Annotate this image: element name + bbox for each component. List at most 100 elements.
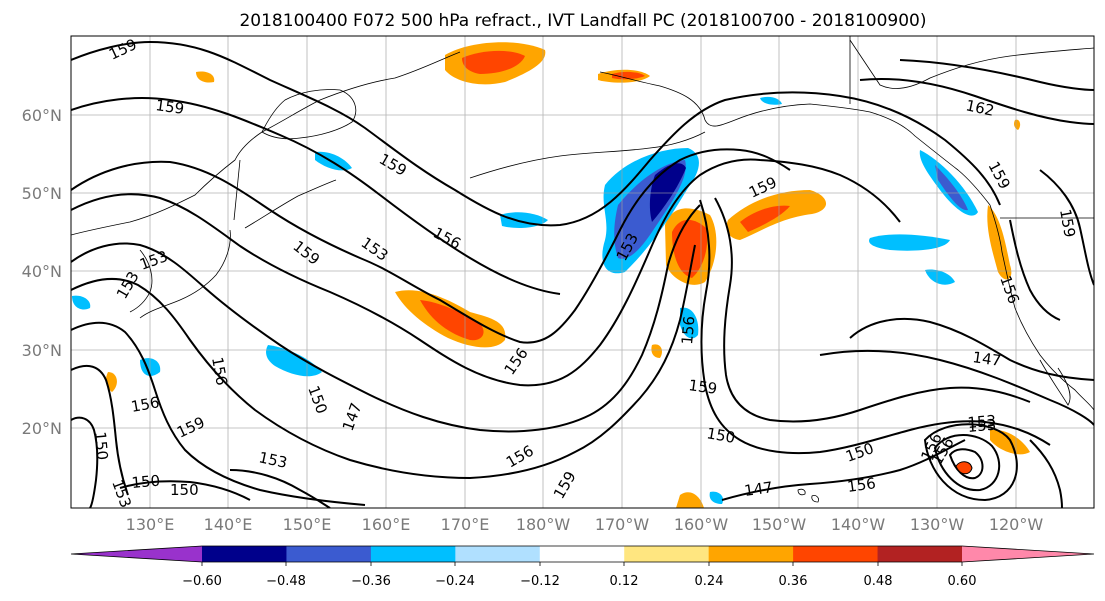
contour-line — [1009, 219, 1061, 321]
lat-label: 60°N — [22, 106, 62, 125]
colorbar-tick-label: 0.36 — [779, 574, 808, 589]
contour-lines — [71, 40, 1094, 508]
warm-patch — [196, 71, 215, 83]
contour-label: 153 — [257, 448, 289, 472]
contour-line — [933, 434, 1001, 492]
lon-axis: 130°E 140°E 150°E 160°E 170°E 180°W 170°… — [126, 515, 1044, 534]
contour-line — [71, 364, 129, 496]
contour-label: 162 — [964, 96, 996, 120]
colorbar-segment — [708, 546, 794, 562]
colorbar-tick-label: −0.36 — [351, 574, 391, 589]
contour-label: 156 — [130, 393, 161, 416]
contour-line — [71, 148, 791, 344]
contour-label: 147 — [971, 348, 1002, 370]
cool-patch — [709, 491, 724, 504]
colorbar-segment — [624, 546, 710, 562]
contour-label: 150 — [131, 472, 161, 492]
colorbar-tick-label: −0.48 — [266, 574, 306, 589]
coast-sakhalin — [233, 159, 241, 221]
colorbar-tick-label: 0.60 — [948, 574, 977, 589]
colorbar-extend-low — [71, 546, 202, 562]
colorbar-tick-label: 0.12 — [610, 574, 639, 589]
cool-patch — [266, 345, 322, 377]
map-frame — [70, 35, 1095, 509]
contour-line — [899, 59, 1094, 91]
contour-label: 147 — [743, 478, 774, 500]
lon-label: 130°W — [910, 515, 965, 534]
warm-patch — [740, 205, 790, 232]
contour-label: 159 — [154, 96, 185, 118]
warm-patch — [1014, 119, 1021, 130]
contour-label: 150 — [705, 424, 736, 447]
lon-label: 130°E — [126, 515, 175, 534]
lat-label: 40°N — [22, 262, 62, 281]
colorbar-segment — [539, 546, 625, 562]
coast-kurils — [244, 179, 337, 229]
contour-line — [849, 317, 1094, 381]
lon-label: 140°E — [204, 515, 253, 534]
colorbar-extend-high — [962, 546, 1094, 562]
lat-label: 30°N — [22, 341, 62, 360]
coast-baja — [1039, 359, 1071, 406]
colorbar-segment — [455, 546, 541, 562]
map-title: 2018100400 F072 500 hPa refract., IVT La… — [239, 11, 926, 31]
colorbar-segments — [71, 546, 1094, 562]
contour-line — [699, 199, 1051, 455]
coast-north-america — [989, 204, 1094, 411]
colorbar-segment — [286, 546, 372, 562]
contour-line — [71, 244, 696, 480]
colorbar-tick-label: 0.24 — [695, 574, 724, 589]
warm-patch — [672, 219, 708, 278]
lon-label: 120°W — [989, 515, 1044, 534]
contour-label: 156 — [208, 356, 231, 387]
colorbar-ticks — [70, 545, 1095, 566]
contour-line — [1029, 439, 1063, 508]
colorbar-tick-label: −0.24 — [435, 574, 475, 589]
coastlines — [71, 36, 1094, 503]
contour-label: 153 — [967, 412, 997, 432]
contour-line — [819, 349, 1094, 426]
contour-label: 159 — [1056, 208, 1079, 239]
warm-patch — [987, 205, 1012, 280]
contour-line — [229, 469, 331, 508]
colorbar-tick-label: −0.12 — [520, 574, 560, 589]
cool-patch — [925, 269, 955, 285]
coast-aleutians — [469, 131, 706, 179]
lon-label: 170°W — [595, 515, 650, 534]
coast-kamchatka — [261, 89, 357, 140]
coast-korea — [129, 249, 153, 313]
storm-marker — [955, 461, 973, 475]
colorbar-segment — [877, 546, 963, 562]
contour-line — [71, 97, 561, 295]
lon-label: 160°W — [674, 515, 729, 534]
lat-label: 50°N — [22, 184, 62, 203]
contour-line — [71, 40, 1001, 227]
coast-hawaii — [797, 488, 819, 503]
contour-line — [71, 416, 99, 508]
contour-line — [714, 197, 1031, 423]
cool-patch — [869, 234, 950, 251]
lon-label: 140°W — [831, 515, 886, 534]
colorbar-segment — [370, 546, 456, 562]
lon-label: 150°W — [752, 515, 807, 534]
colorbar-segment — [793, 546, 879, 562]
warm-patch — [612, 71, 645, 80]
colorbar-tick-label: 0.48 — [864, 574, 893, 589]
contour-label: 156 — [846, 474, 877, 496]
contour-line — [1039, 169, 1094, 286]
lon-label: 160°E — [362, 515, 411, 534]
coast-canada-north — [849, 39, 1094, 89]
colorbar: −0.60 −0.48 −0.36 −0.24 −0.12 0.12 0.24 … — [70, 545, 1095, 589]
contour-line — [119, 480, 251, 501]
warm-patch — [462, 50, 525, 74]
colorbar-tick-labels: −0.60 −0.48 −0.36 −0.24 −0.12 0.12 0.24 … — [182, 574, 976, 589]
cool-patch — [72, 295, 91, 310]
contour-label: 156 — [678, 315, 698, 345]
lon-label: 150°E — [283, 515, 332, 534]
coast-japan — [139, 229, 231, 319]
lon-label: 170°E — [441, 515, 490, 534]
contour-line — [923, 423, 1018, 502]
coast-asia — [71, 51, 461, 236]
contour-label: 150 — [91, 431, 111, 461]
